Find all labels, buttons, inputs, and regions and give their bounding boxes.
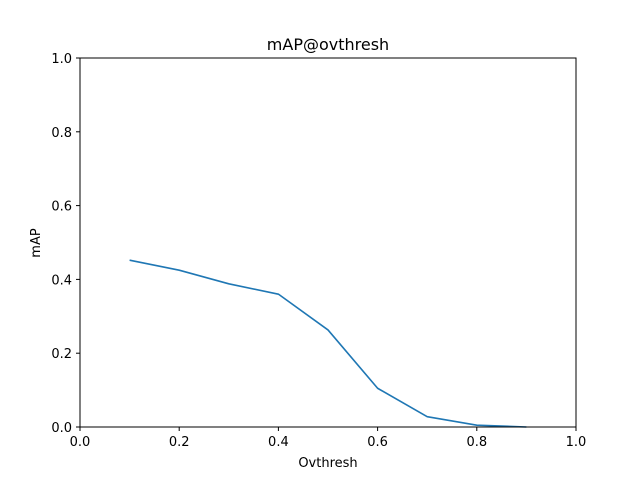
y-tick-label: 0.8 [51, 126, 72, 141]
x-tick-label: 0.4 [268, 435, 289, 450]
plot-area: 0.0 0.2 0.4 0.6 0.8 1.0 0.0 0.2 0.4 0.6 0.8 1.0 [51, 52, 586, 450]
x-tick-label: 0.6 [367, 435, 388, 450]
y-tick-label: 0.0 [51, 421, 72, 436]
x-tick-label: 0.2 [169, 435, 190, 450]
x-tick-label: 0.0 [70, 435, 91, 450]
y-tick-label: 0.4 [51, 273, 72, 288]
y-tick-label: 1.0 [51, 52, 72, 67]
x-tick-label: 0.8 [466, 435, 487, 450]
chart-title: mAP@ovthresh [267, 35, 389, 54]
series-line [129, 259, 527, 428]
x-tick-label: 1.0 [566, 435, 587, 450]
y-tick-label: 0.6 [51, 200, 72, 215]
y-axis-label: mAP [29, 228, 44, 258]
y-tick-label: 0.2 [51, 347, 72, 362]
axes-frame [79, 57, 577, 428]
x-axis-label: Ovthresh [298, 456, 357, 471]
